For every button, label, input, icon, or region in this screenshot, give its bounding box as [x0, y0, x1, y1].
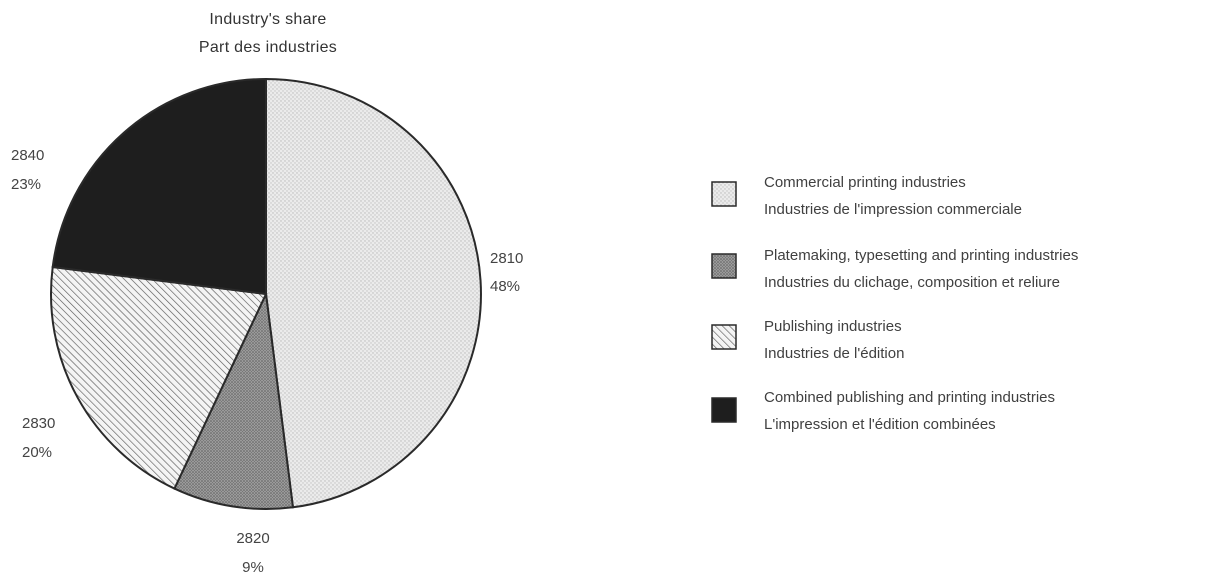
slice-code-label-2820: 2820	[236, 530, 269, 547]
legend-swatch-2840	[711, 397, 737, 423]
legend-label-en-2830: Publishing industries	[764, 318, 902, 335]
legend-swatch-2830	[711, 324, 737, 350]
legend-swatch-2820	[711, 253, 737, 279]
pie-slices	[50, 77, 482, 510]
legend-label-fr-2830: Industries de l'édition	[764, 345, 904, 362]
slice-code-label-2840: 2840	[11, 147, 44, 164]
legend-label-en-2810: Commercial printing industries	[764, 174, 966, 191]
legend-label-en-2820: Platemaking, typesetting and printing in…	[764, 247, 1078, 264]
legend-label-fr-2820: Industries du clichage, composition et r…	[764, 274, 1060, 291]
pie-slice-labels: 2810 48% 2820 9% 2830 20% 2840 23%	[11, 147, 523, 576]
legend-swatch-2810	[711, 181, 737, 207]
pie-slice-2820	[173, 290, 295, 510]
legend: Commercial printing industries Industries…	[711, 174, 1078, 433]
slice-percent-label-2840: 23%	[11, 176, 41, 193]
slice-percent-label-2830: 20%	[22, 444, 52, 461]
legend-label-fr-2810: Industries de l'impression commerciale	[764, 201, 1022, 218]
pie-slice-2840	[51, 77, 267, 296]
slice-percent-label-2820: 9%	[242, 559, 264, 576]
slice-code-label-2810: 2810	[490, 250, 523, 267]
slice-percent-label-2810: 48%	[490, 278, 520, 295]
chart-title-en: Industry's share	[209, 11, 326, 28]
chart-title-fr: Part des industries	[199, 39, 337, 56]
pie-slice-2810	[265, 77, 482, 509]
pie-slice-2830	[50, 265, 268, 490]
legend-label-en-2840: Combined publishing and printing industr…	[764, 389, 1055, 406]
legend-label-fr-2840: L'impression et l'édition combinées	[764, 416, 996, 433]
slice-code-label-2830: 2830	[22, 415, 55, 432]
